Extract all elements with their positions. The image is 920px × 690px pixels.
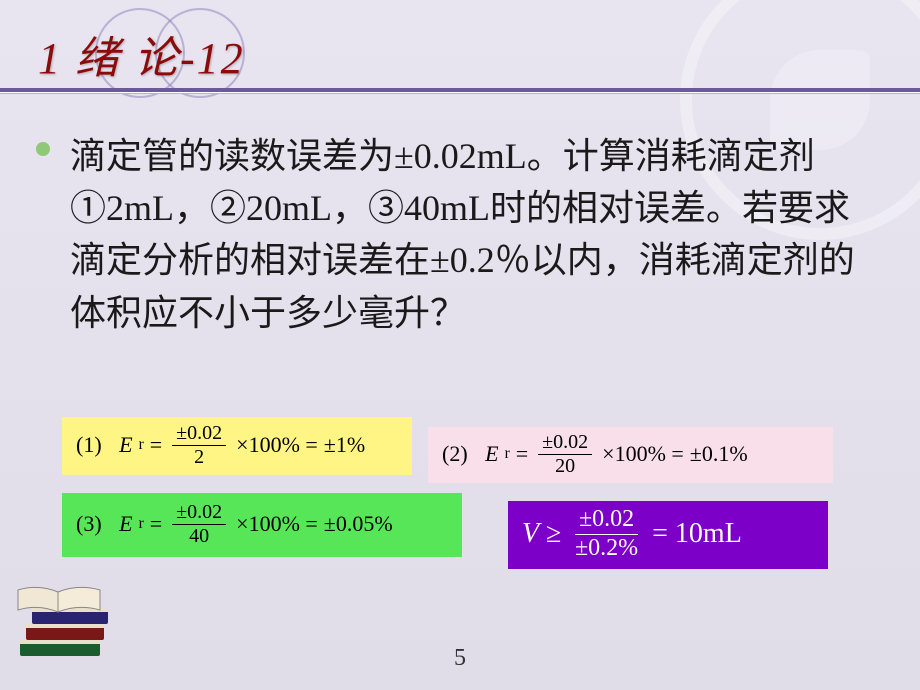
bullet-icon bbox=[36, 142, 50, 156]
problem-body: 滴定管的读数误差为±0.02mL。计算消耗滴定剂①2mL，②20mL，③40mL… bbox=[70, 136, 855, 333]
books-icon bbox=[10, 580, 130, 680]
formula-2: (2) Er = ±0.02 20 ×100% = ±0.1% bbox=[428, 427, 833, 483]
formula-4: V ≥ ±0.02 ±0.2% = 10mL bbox=[508, 501, 828, 569]
formula-1: (1) Er = ±0.02 2 ×100% = ±1% bbox=[62, 417, 412, 475]
slide-title: 1 绪 论-12 bbox=[38, 22, 245, 86]
title-underline bbox=[0, 88, 920, 92]
page-number: 5 bbox=[0, 645, 920, 672]
formula-3: (3) Er = ±0.02 40 ×100% = ±0.05% bbox=[62, 493, 462, 557]
problem-text: 滴定管的读数误差为±0.02mL。计算消耗滴定剂①2mL，②20mL，③40mL… bbox=[70, 130, 860, 339]
